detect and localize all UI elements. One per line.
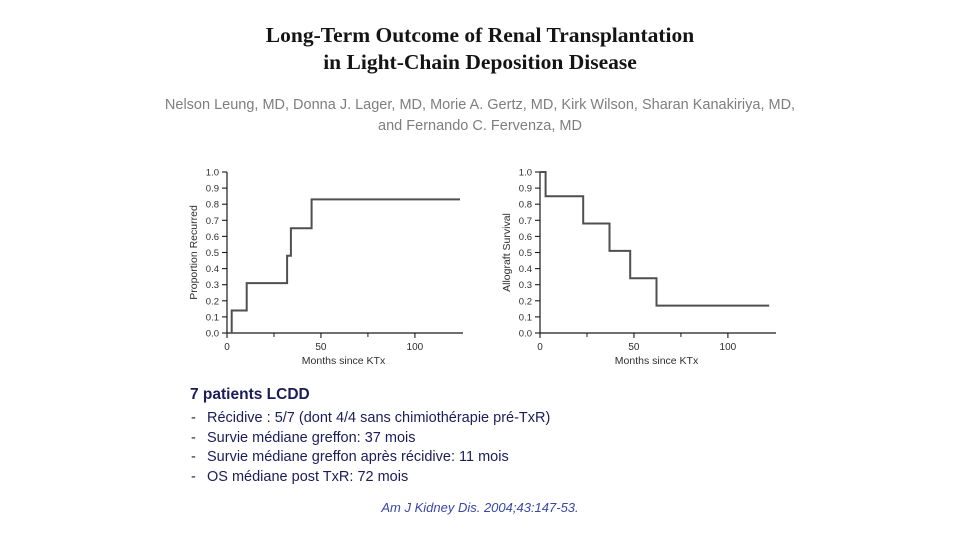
y-tick-label: 0.5 — [519, 248, 532, 259]
y-axis-title: Allograft Survival — [501, 213, 513, 292]
x-tick-label: 50 — [628, 342, 640, 353]
y-tick-label: 0.3 — [519, 280, 532, 291]
x-tick-label: 0 — [224, 342, 230, 353]
authors-line1: Nelson Leung, MD, Donna J. Lager, MD, Mo… — [164, 97, 796, 113]
citation: Am J Kidney Dis. 2004;43:147-53. — [381, 500, 579, 515]
allograft-survival-plot: 0.0 0.1 0.2 0.3 0.4 0.5 0.6 0.7 0.8 0.9 1.0 0 50 100 A… — [501, 168, 776, 367]
y-tick-label: 0.6 — [519, 232, 532, 243]
x-tick-label: 50 — [315, 342, 327, 353]
authors-line2: and Fernando C. Fervenza, MD — [378, 118, 582, 134]
authors: Nelson Leung, MD, Donna J. Lager, MD, Mo… — [0, 95, 960, 137]
y-tick-label: 0.2 — [519, 296, 532, 307]
y-tick-label: 0.0 — [206, 329, 219, 340]
x-axis-title: Months since KTx — [615, 355, 699, 367]
x-tick-label: 0 — [537, 342, 543, 353]
paper-title-line2: in Light-Chain Deposition Disease — [323, 50, 637, 74]
note-item: OS médiane post TxR: 72 mois — [190, 468, 550, 488]
x-axis-title: Months since KTx — [302, 355, 386, 367]
x-ticks: 0 50 100 — [537, 333, 737, 353]
y-tick-label: 0.2 — [206, 296, 219, 307]
y-tick-label: 0.4 — [206, 264, 219, 275]
notes-list: Récidive : 5/7 (dont 4/4 sans chimiothér… — [190, 409, 550, 487]
y-tick-label: 0.5 — [206, 248, 219, 259]
y-tick-label: 0.3 — [206, 280, 219, 291]
proportion-recurred-plot: 0.0 0.1 0.2 0.3 0.4 0.5 0.6 0.7 0.8 0.9 1.0 0 50 100 P… — [188, 168, 463, 367]
y-tick-label: 0.1 — [519, 312, 532, 323]
notes-heading: 7 patients LCDD — [190, 386, 310, 403]
y-tick-label: 0.9 — [206, 184, 219, 195]
allograft-survival-chart: 0.0 0.1 0.2 0.3 0.4 0.5 0.6 0.7 0.8 0.9 1.0 0 50 100 A… — [498, 158, 808, 373]
y-tick-label: 0.8 — [206, 200, 219, 211]
paper-title-line1: Long-Term Outcome of Renal Transplantati… — [265, 23, 695, 47]
y-tick-label: 0.4 — [519, 264, 532, 275]
y-ticks: 0.0 0.1 0.2 0.3 0.4 0.5 0.6 0.7 0.8 0.9 1.0 — [206, 168, 227, 340]
km-curve — [540, 171, 770, 307]
paper-title: Long-Term Outcome of Renal Transplantati… — [0, 22, 960, 76]
y-tick-label: 0.8 — [519, 200, 532, 211]
y-axis-title: Proportion Recurred — [188, 205, 200, 300]
x-ticks: 0 50 100 — [224, 333, 424, 353]
y-tick-label: 0.0 — [519, 329, 532, 340]
y-tick-label: 0.1 — [206, 312, 219, 323]
y-tick-label: 0.6 — [206, 232, 219, 243]
recurrence-chart: 0.0 0.1 0.2 0.3 0.4 0.5 0.6 0.7 0.8 0.9 1.0 0 50 100 P… — [185, 158, 495, 373]
note-item: Survie médiane greffon après récidive: 1… — [190, 448, 550, 468]
note-item: Survie médiane greffon: 37 mois — [190, 429, 550, 449]
x-tick-label: 100 — [407, 342, 424, 353]
x-tick-label: 100 — [720, 342, 737, 353]
note-item: Récidive : 5/7 (dont 4/4 sans chimiothér… — [190, 409, 550, 429]
summary-notes: 7 patients LCDD Récidive : 5/7 (dont 4/4… — [190, 386, 550, 487]
y-tick-label: 1.0 — [519, 168, 532, 179]
y-ticks: 0.0 0.1 0.2 0.3 0.4 0.5 0.6 0.7 0.8 0.9 1.0 — [519, 168, 540, 340]
y-tick-label: 0.7 — [519, 216, 532, 227]
y-tick-label: 0.9 — [519, 184, 532, 195]
y-tick-label: 0.7 — [206, 216, 219, 227]
y-tick-label: 1.0 — [206, 168, 219, 179]
axes — [226, 172, 463, 334]
km-curve — [230, 198, 460, 333]
